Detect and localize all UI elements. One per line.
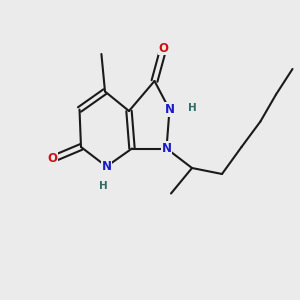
Text: O: O xyxy=(47,152,58,166)
Text: N: N xyxy=(101,160,112,173)
Text: O: O xyxy=(158,41,169,55)
Text: N: N xyxy=(164,103,175,116)
Text: H: H xyxy=(99,181,108,191)
Text: N: N xyxy=(161,142,172,155)
Text: H: H xyxy=(188,103,196,113)
